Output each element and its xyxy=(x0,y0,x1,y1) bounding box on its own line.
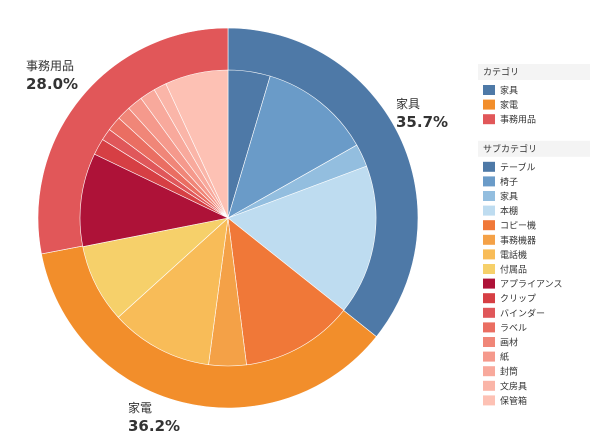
legend-item-label[interactable]: 画材 xyxy=(500,337,518,349)
legend-item-label[interactable]: 保管箱 xyxy=(500,395,527,407)
legend-swatch[interactable] xyxy=(483,176,495,186)
legend-swatch[interactable] xyxy=(483,308,495,318)
legend-item-label[interactable]: 紙 xyxy=(500,351,509,363)
category-name-label: 事務用品 xyxy=(26,59,74,73)
category-percent-label: 28.0% xyxy=(26,75,78,93)
legend-item-label[interactable]: コピー機 xyxy=(500,220,536,232)
legend-swatch[interactable] xyxy=(483,395,495,405)
legend-item-label[interactable]: ラベル xyxy=(500,323,527,334)
category-name-label: 家具 xyxy=(396,96,420,111)
legend-item-label[interactable]: 本棚 xyxy=(500,205,518,217)
legend-item-label[interactable]: クリップ xyxy=(500,294,536,305)
legend-swatch[interactable] xyxy=(483,191,495,201)
legend-swatch[interactable] xyxy=(483,114,495,124)
category-percent-label: 35.7% xyxy=(396,113,448,131)
legend-swatch[interactable] xyxy=(483,293,495,303)
legend-item-label[interactable]: アプライアンス xyxy=(500,279,562,290)
subcategory-pie xyxy=(80,70,376,366)
legend-swatch[interactable] xyxy=(483,85,495,95)
legend-item-label[interactable]: 家具 xyxy=(500,85,518,97)
legend-item-label[interactable]: 文房具 xyxy=(500,380,527,392)
legend-item-label[interactable]: 電話機 xyxy=(500,249,527,261)
legend-title: カテゴリ xyxy=(483,66,519,78)
legend-swatch[interactable] xyxy=(483,264,495,274)
legend-item-label[interactable]: 椅子 xyxy=(500,176,518,188)
legend-swatch[interactable] xyxy=(483,322,495,332)
legend-swatch[interactable] xyxy=(483,249,495,259)
legend-swatch[interactable] xyxy=(483,366,495,376)
legend-item-label[interactable]: 事務用品 xyxy=(500,114,536,126)
legend-swatch[interactable] xyxy=(483,381,495,391)
legend-item-label[interactable]: 家電 xyxy=(500,99,518,111)
category-percent-label: 36.2% xyxy=(128,417,180,435)
legend-item-label[interactable]: 事務機器 xyxy=(500,234,536,246)
category-name-label: 家電 xyxy=(128,400,152,415)
legend-swatch[interactable] xyxy=(483,235,495,245)
legend-swatch[interactable] xyxy=(483,220,495,230)
legend-item-label[interactable]: テーブル xyxy=(500,161,535,173)
legend: カテゴリ家具家電事務用品サブカテゴリテーブル椅子家具本棚コピー機事務機器電話機付… xyxy=(478,64,590,407)
legend-swatch[interactable] xyxy=(483,279,495,289)
legend-item-label[interactable]: 封筒 xyxy=(500,366,518,378)
legend-swatch[interactable] xyxy=(483,337,495,347)
legend-swatch[interactable] xyxy=(483,206,495,216)
legend-swatch[interactable] xyxy=(483,100,495,110)
legend-item-label[interactable]: 付属品 xyxy=(500,265,527,276)
legend-swatch[interactable] xyxy=(483,352,495,362)
legend-swatch[interactable] xyxy=(483,162,495,172)
legend-item-label[interactable]: バインダー xyxy=(500,307,545,319)
legend-title: サブカテゴリ xyxy=(483,143,537,155)
legend-item-label[interactable]: 家具 xyxy=(500,191,518,203)
